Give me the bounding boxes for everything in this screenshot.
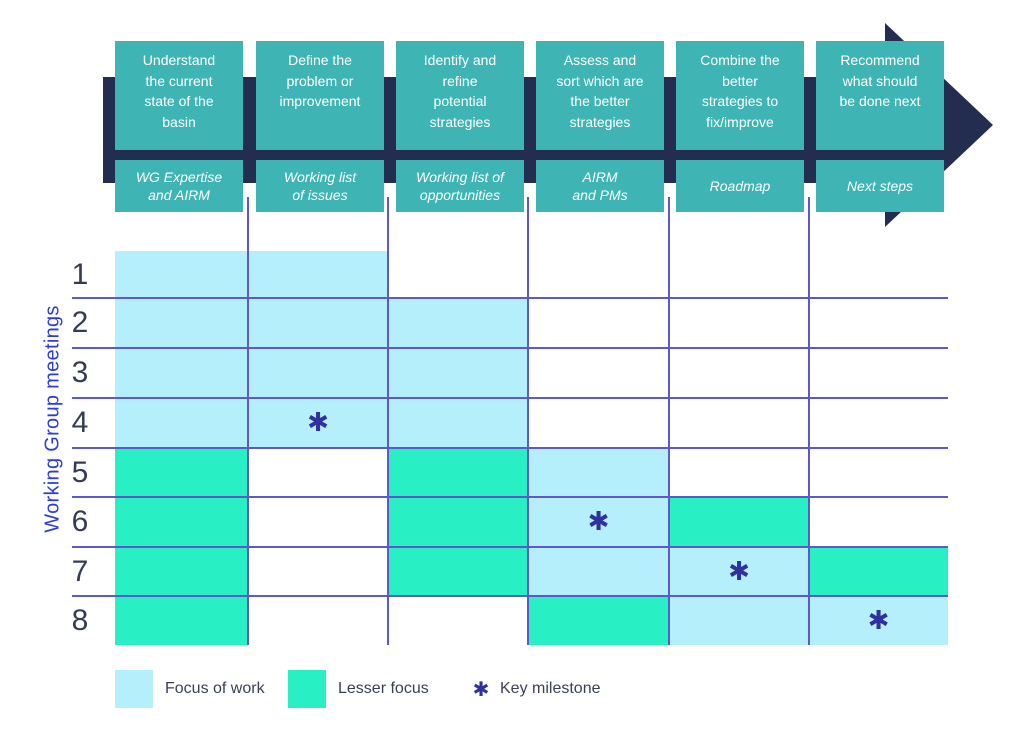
grid-line-horizontal <box>72 546 948 548</box>
step-title-box: Define the problem or improvement <box>256 41 384 150</box>
matrix-cell: ✱ <box>669 547 809 596</box>
matrix-cell <box>115 251 248 298</box>
legend-label-lesser: Lesser focus <box>338 680 429 697</box>
step-deliverable-box: Working list of opportunities <box>396 160 524 212</box>
matrix-cell <box>528 547 669 596</box>
axis-label: Working Group meetings <box>41 305 64 533</box>
milestone-asterisk-icon: ✱ <box>728 556 750 587</box>
matrix-cell: ✱ <box>248 398 388 448</box>
matrix-cell: ✱ <box>809 596 948 645</box>
row-label: 6 <box>71 505 89 538</box>
grid-line-vertical <box>247 197 249 645</box>
row-label: 1 <box>71 257 89 291</box>
milestone-asterisk-icon: ✱ <box>307 408 329 438</box>
step-title-box: Assess and sort which are the better str… <box>536 41 664 150</box>
step-deliverable-box: WG Expertise and AIRM <box>115 160 243 212</box>
row-label: 3 <box>71 356 89 389</box>
milestone-asterisk-icon: ✱ <box>867 605 890 636</box>
matrix-cell <box>809 547 948 596</box>
matrix-cell <box>248 251 388 298</box>
legend-milestone-icon: ✱ <box>472 677 490 701</box>
matrix-cell <box>115 497 248 547</box>
matrix-cell <box>669 596 809 645</box>
matrix-cell <box>388 448 528 497</box>
step-title-box: Recommend what should be done next <box>816 41 944 150</box>
grid-line-vertical <box>387 197 389 645</box>
row-label: 8 <box>71 603 89 637</box>
matrix-cell <box>115 448 248 497</box>
grid-line-horizontal <box>72 595 948 597</box>
row-label: 7 <box>71 554 89 588</box>
grid-line-vertical <box>527 197 529 645</box>
legend-label-focus: Focus of work <box>165 680 265 697</box>
matrix-cell <box>115 547 248 596</box>
step-deliverable-box: AIRM and PMs <box>536 160 664 212</box>
legend-swatch-focus <box>115 670 153 708</box>
grid-line-horizontal <box>72 397 948 399</box>
step-title-box: Understand the current state of the basi… <box>115 41 243 150</box>
step-deliverable-box: Roadmap <box>676 160 804 212</box>
legend-swatch-lesser <box>288 670 326 708</box>
step-title-box: Combine the better strategies to fix/imp… <box>676 41 804 150</box>
matrix-cell: ✱ <box>528 497 669 547</box>
grid-line-horizontal <box>72 347 948 349</box>
grid-line-horizontal <box>72 297 948 299</box>
matrix-cell <box>115 596 248 645</box>
matrix-cell <box>115 398 248 448</box>
matrix-cell <box>388 298 528 348</box>
matrix-cell <box>388 398 528 448</box>
matrix-cell <box>669 497 809 547</box>
grid-line-vertical <box>808 197 810 645</box>
legend-label-milestone: Key milestone <box>500 680 601 697</box>
row-label: 4 <box>71 406 89 439</box>
grid-line-horizontal <box>72 496 948 498</box>
row-label: 2 <box>71 306 89 339</box>
matrix-cell <box>248 298 388 348</box>
step-deliverable-box: Next steps <box>816 160 944 212</box>
legend: Focus of work Lesser focus ✱ Key milesto… <box>0 670 1024 708</box>
matrix-cell <box>528 448 669 497</box>
milestone-asterisk-icon: ✱ <box>587 507 610 537</box>
matrix-cell <box>115 298 248 348</box>
row-label: 5 <box>71 455 89 489</box>
grid-line-horizontal <box>72 447 948 449</box>
matrix-cell <box>248 348 388 398</box>
matrix-cell <box>528 596 669 645</box>
step-title-box: Identify and refine potential strategies <box>396 41 524 150</box>
matrix-cell <box>388 497 528 547</box>
grid-line-vertical <box>668 197 670 645</box>
matrix-cell <box>388 348 528 398</box>
matrix-cell <box>115 348 248 398</box>
step-deliverable-box: Working list of issues <box>256 160 384 212</box>
matrix-cell <box>388 547 528 596</box>
